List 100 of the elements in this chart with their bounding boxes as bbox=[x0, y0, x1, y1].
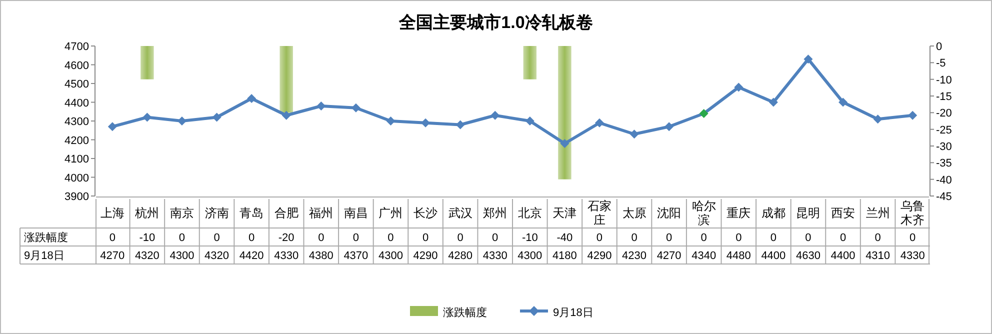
y2-tick-label: -45 bbox=[936, 191, 952, 203]
data-label: 0 bbox=[631, 232, 638, 244]
point bbox=[247, 94, 256, 103]
point bbox=[873, 114, 882, 124]
data-label: 0 bbox=[596, 232, 603, 244]
x-tick-label: 郑州 bbox=[483, 206, 508, 220]
x-tick-label: 南昌 bbox=[344, 206, 368, 220]
chart-title: 全国主要城市1.0冷轧板卷 bbox=[398, 13, 593, 32]
y2-tick-label: -40 bbox=[936, 174, 952, 186]
y2-tick-label: -25 bbox=[936, 124, 952, 136]
data-label: 4320 bbox=[204, 250, 230, 262]
x-tick-label: 成都 bbox=[761, 206, 786, 220]
x-tick-label: 合肥 bbox=[274, 206, 298, 220]
x-tick-label: 广州 bbox=[378, 206, 403, 220]
data-label: 4340 bbox=[692, 250, 716, 262]
x-tick-label: 乌鲁木齐 bbox=[900, 199, 925, 227]
point bbox=[664, 122, 674, 132]
data-label: 4290 bbox=[587, 250, 612, 262]
x-tick-label: 兰州 bbox=[866, 206, 890, 220]
y-tick-label: 4400 bbox=[64, 97, 89, 110]
data-label: 0 bbox=[352, 232, 359, 244]
y-tick-label: 4600 bbox=[64, 60, 89, 72]
data-label: 4290 bbox=[413, 250, 438, 262]
data-label: 4230 bbox=[622, 250, 647, 262]
data-label: 4330 bbox=[900, 250, 925, 262]
y2-tick-label: -20 bbox=[936, 108, 952, 120]
data-label: 4280 bbox=[448, 250, 473, 262]
data-label: -20 bbox=[278, 232, 294, 244]
x-tick-label: 上海 bbox=[100, 206, 124, 220]
x-tick-label: 石家庄 bbox=[587, 199, 612, 227]
data-label: 0 bbox=[666, 232, 672, 244]
data-label: 0 bbox=[770, 232, 776, 244]
x-tick-label: 长沙 bbox=[414, 206, 438, 220]
data-label: 0 bbox=[109, 232, 116, 244]
y2-tick-label: -5 bbox=[936, 58, 946, 70]
data-label: 4630 bbox=[796, 250, 820, 262]
data-label: 0 bbox=[388, 232, 394, 244]
point bbox=[560, 139, 570, 148]
x-tick-label: 南京 bbox=[170, 206, 194, 220]
data-label: 0 bbox=[318, 232, 324, 244]
data-label: 0 bbox=[874, 232, 881, 244]
x-tick-label: 武汉 bbox=[448, 206, 472, 220]
y-tick-label: 4700 bbox=[64, 41, 89, 53]
point bbox=[142, 112, 152, 122]
point bbox=[630, 130, 639, 139]
y-tick-label: 4500 bbox=[64, 78, 89, 90]
y2-tick-label: 0 bbox=[936, 41, 942, 53]
point bbox=[282, 110, 291, 120]
x-tick-label: 昆明 bbox=[796, 206, 820, 220]
x-tick-label: 天津 bbox=[552, 206, 577, 220]
point bbox=[734, 82, 744, 92]
point bbox=[108, 122, 117, 132]
y-tick-label: 3900 bbox=[64, 191, 89, 203]
y-tick-label: 4200 bbox=[64, 134, 89, 147]
legend-label: 涨跌幅度 bbox=[443, 306, 487, 319]
point bbox=[594, 118, 604, 128]
point bbox=[212, 112, 222, 122]
data-label: 4270 bbox=[656, 250, 682, 262]
data-label: 4330 bbox=[482, 250, 508, 262]
data-label: 0 bbox=[178, 232, 186, 244]
data-label: 0 bbox=[840, 232, 846, 244]
y2-tick-label: -15 bbox=[936, 91, 952, 103]
point bbox=[699, 109, 708, 118]
point bbox=[908, 110, 918, 120]
point bbox=[804, 54, 813, 64]
point bbox=[490, 110, 500, 120]
point bbox=[768, 98, 778, 107]
data-label: 4330 bbox=[274, 250, 299, 262]
x-tick-label: 杭州 bbox=[134, 206, 160, 220]
y2-tick-label: -10 bbox=[936, 74, 952, 86]
data-label: -10 bbox=[139, 232, 156, 244]
point bbox=[838, 98, 848, 107]
x-tick-label: 济南 bbox=[204, 206, 229, 220]
data-label: 0 bbox=[700, 232, 707, 244]
data-label: -40 bbox=[556, 232, 573, 244]
data-label: 4380 bbox=[308, 250, 334, 262]
x-tick-label: 重庆 bbox=[726, 206, 751, 220]
y-tick-label: 4300 bbox=[64, 116, 89, 128]
y-tick-label: 4000 bbox=[64, 172, 89, 184]
data-label: 4420 bbox=[239, 250, 264, 262]
x-tick-label: 哈尔滨 bbox=[692, 199, 716, 227]
data-label: 0 bbox=[214, 232, 220, 244]
x-tick-label: 福州 bbox=[309, 206, 334, 220]
data-label: 0 bbox=[422, 232, 429, 244]
data-label: 4370 bbox=[344, 250, 368, 262]
data-label: 0 bbox=[736, 232, 742, 244]
data-label: 4320 bbox=[134, 250, 160, 262]
data-label: 4400 bbox=[830, 250, 856, 262]
data-label: 4400 bbox=[761, 250, 786, 262]
x-tick-label: 沈阳 bbox=[657, 206, 682, 220]
data-label: 4300 bbox=[170, 250, 194, 262]
data-label: 4300 bbox=[518, 250, 542, 262]
data-label: 0 bbox=[457, 232, 464, 244]
x-tick-label: 北京 bbox=[518, 206, 542, 220]
point bbox=[525, 116, 534, 126]
data-label: 0 bbox=[805, 232, 812, 244]
data-label: -10 bbox=[522, 232, 538, 244]
point bbox=[386, 116, 396, 126]
data-label: 0 bbox=[492, 232, 498, 244]
text: 涨跌幅度 bbox=[24, 232, 68, 244]
